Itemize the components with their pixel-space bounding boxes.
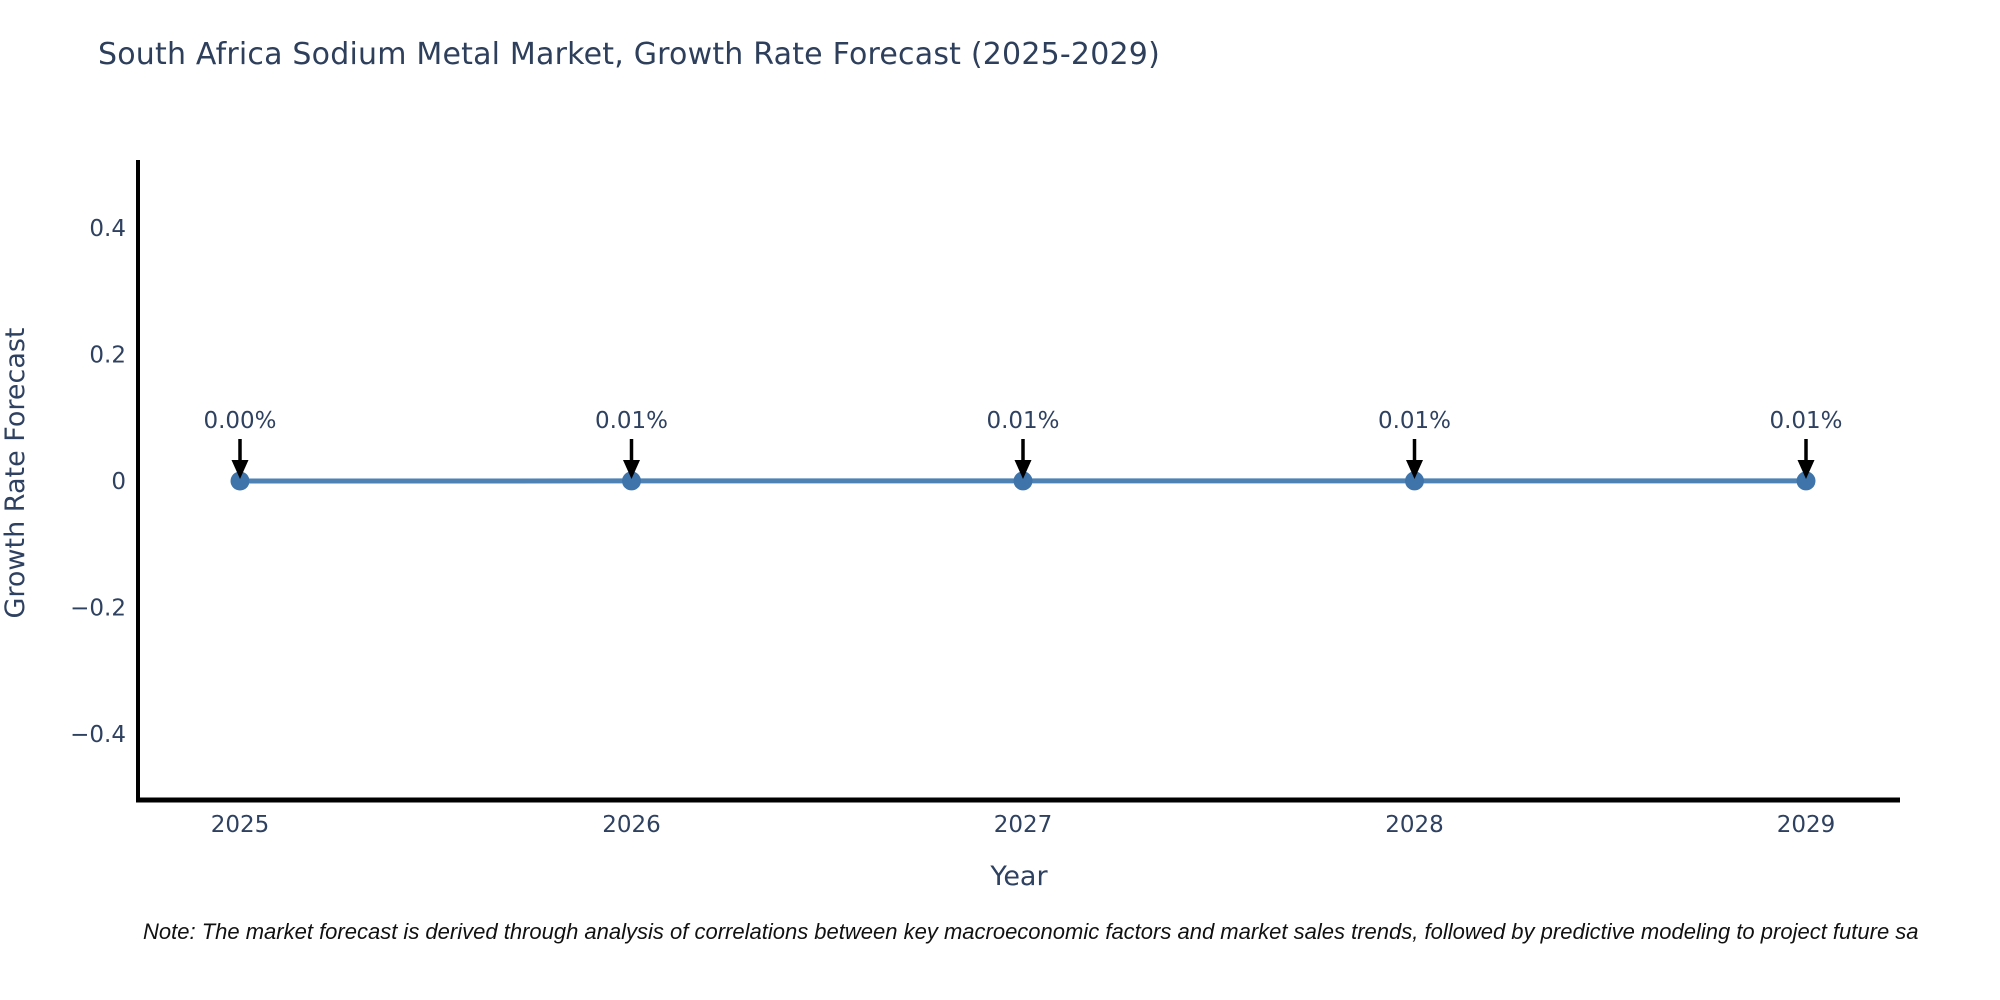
y-tick-label: 0.2 bbox=[89, 343, 126, 369]
x-tick-label: 2029 bbox=[1777, 812, 1836, 838]
point-value-label: 0.00% bbox=[203, 408, 276, 434]
annotation-arrow-head bbox=[1406, 460, 1423, 479]
annotation-arrow-head bbox=[623, 460, 640, 479]
x-axis-title: Year bbox=[989, 861, 1048, 892]
data-point-marker bbox=[1405, 471, 1424, 491]
y-tick-label: 0 bbox=[111, 469, 126, 495]
point-annotation: 0.01% bbox=[1769, 408, 1843, 479]
point-annotation: 0.01% bbox=[595, 408, 668, 479]
chart-series bbox=[230, 471, 1816, 491]
footnote: Note: The market forecast is derived thr… bbox=[143, 919, 1919, 944]
y-tick-label: 0.4 bbox=[89, 216, 126, 242]
y-axis-title: Growth Rate Forecast bbox=[0, 327, 31, 618]
y-tick-label: −0.4 bbox=[70, 722, 126, 748]
data-point-marker bbox=[1796, 471, 1816, 491]
annotation-arrow-head bbox=[1797, 460, 1815, 479]
point-value-label: 0.01% bbox=[986, 408, 1059, 434]
point-annotation: 0.01% bbox=[986, 408, 1060, 479]
x-tick-label: 2026 bbox=[602, 812, 661, 838]
x-tick-label: 2028 bbox=[1385, 812, 1444, 838]
chart-axes: 0.4 0.2 0 −0.2 −0.4 2025 2026 2027 2028 2029 bbox=[70, 160, 1900, 838]
data-point-marker bbox=[1013, 471, 1033, 491]
data-point-marker bbox=[622, 471, 641, 491]
x-tick-label: 2027 bbox=[994, 812, 1053, 838]
chart-annotations: 0.00% 0.01% 0.01% 0.01% 0.01% bbox=[203, 408, 1843, 479]
point-value-label: 0.01% bbox=[595, 408, 668, 434]
data-point-marker bbox=[230, 471, 250, 491]
annotation-arrow-head bbox=[1014, 460, 1032, 479]
point-annotation: 0.01% bbox=[1378, 408, 1451, 479]
x-tick-label: 2025 bbox=[211, 812, 270, 838]
point-value-label: 0.01% bbox=[1378, 408, 1451, 434]
annotation-arrow-head bbox=[231, 460, 249, 479]
point-annotation: 0.00% bbox=[203, 408, 277, 479]
y-tick-label: −0.2 bbox=[70, 596, 126, 622]
point-value-label: 0.01% bbox=[1769, 408, 1842, 434]
chart-title: South Africa Sodium Metal Market, Growth… bbox=[98, 37, 1160, 72]
